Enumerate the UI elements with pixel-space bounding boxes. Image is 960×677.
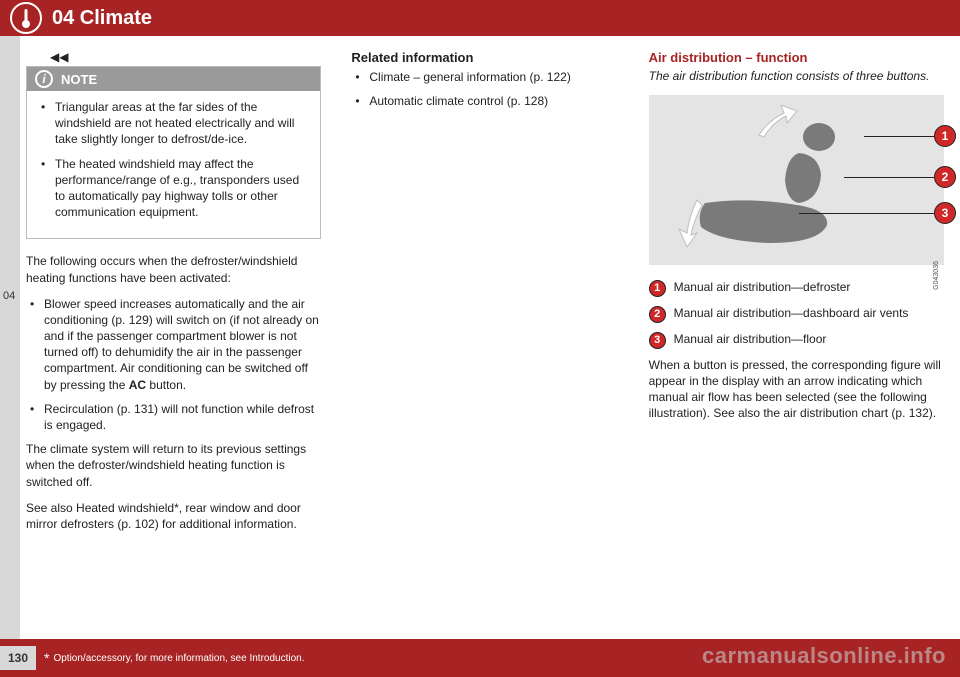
- legend-text: Manual air distribution—dashboard air ve…: [674, 305, 909, 321]
- legend-item: 2 Manual air distribution—dashboard air …: [649, 305, 944, 323]
- body-text: The climate system will return to its pr…: [26, 441, 321, 490]
- related-info-heading: Related information: [351, 50, 618, 65]
- related-link: Climate – general information (p. 122): [351, 69, 618, 85]
- note-header: i NOTE: [27, 67, 320, 91]
- column-middle: Related information Climate – general in…: [351, 50, 618, 633]
- note-body: Triangular areas at the far sides of the…: [27, 91, 320, 238]
- legend-item: 1 Manual air distribution—defroster: [649, 279, 944, 297]
- footer-note: Option/accessory, for more information, …: [53, 653, 304, 664]
- legend-number: 2: [649, 306, 666, 323]
- continuation-icon: ◀◀: [50, 50, 321, 64]
- side-tab-number: 04: [3, 290, 15, 302]
- info-icon: i: [35, 70, 53, 88]
- note-label: NOTE: [61, 72, 97, 87]
- page-number: 130: [0, 646, 36, 670]
- air-distribution-figure: 1 2 3 G043036: [649, 95, 944, 265]
- column-right: Air distribution – function The air dist…: [649, 50, 944, 633]
- chapter-title: 04 Climate: [52, 7, 152, 30]
- note-item: The heated windshield may affect the per…: [37, 156, 310, 221]
- column-left: ◀◀ i NOTE Triangular areas at the far si…: [26, 50, 321, 633]
- content-area: ◀◀ i NOTE Triangular areas at the far si…: [26, 50, 944, 633]
- note-item: Triangular areas at the far sides of the…: [37, 99, 310, 148]
- page-header: 04 Climate: [0, 0, 960, 36]
- callout-line: [864, 136, 934, 138]
- legend-item: 3 Manual air distribution—floor: [649, 331, 944, 349]
- legend-number: 1: [649, 280, 666, 297]
- legend-text: Manual air distribution—floor: [674, 331, 827, 347]
- figure-id: G043036: [933, 261, 940, 290]
- figure-callout: 3: [934, 202, 956, 224]
- body-text: See also Heated windshield*, rear window…: [26, 500, 321, 532]
- list-item: Recirculation (p. 131) will not function…: [26, 401, 321, 433]
- thermometer-icon: [10, 2, 42, 34]
- body-text: The following occurs when the defroster/…: [26, 253, 321, 285]
- body-text: When a button is pressed, the correspond…: [649, 357, 944, 422]
- callout-line: [799, 213, 934, 215]
- related-link: Automatic climate control (p. 128): [351, 93, 618, 109]
- figure-legend: 1 Manual air distribution—defroster 2 Ma…: [649, 279, 944, 349]
- legend-text: Manual air distribution—defroster: [674, 279, 851, 295]
- watermark: carmanualsonline.info: [702, 643, 946, 669]
- side-tab: 04: [0, 36, 20, 639]
- legend-number: 3: [649, 332, 666, 349]
- list-item: Blower speed increases automatically and…: [26, 296, 321, 393]
- figure-callout: 2: [934, 166, 956, 188]
- seat-illustration: [669, 105, 869, 255]
- asterisk-icon: *: [44, 650, 49, 666]
- callout-line: [844, 177, 934, 179]
- air-distribution-sub: The air distribution function consists o…: [649, 69, 944, 85]
- note-box: i NOTE Triangular areas at the far sides…: [26, 66, 321, 239]
- air-distribution-heading: Air distribution – function: [649, 50, 944, 65]
- figure-callout: 1: [934, 125, 956, 147]
